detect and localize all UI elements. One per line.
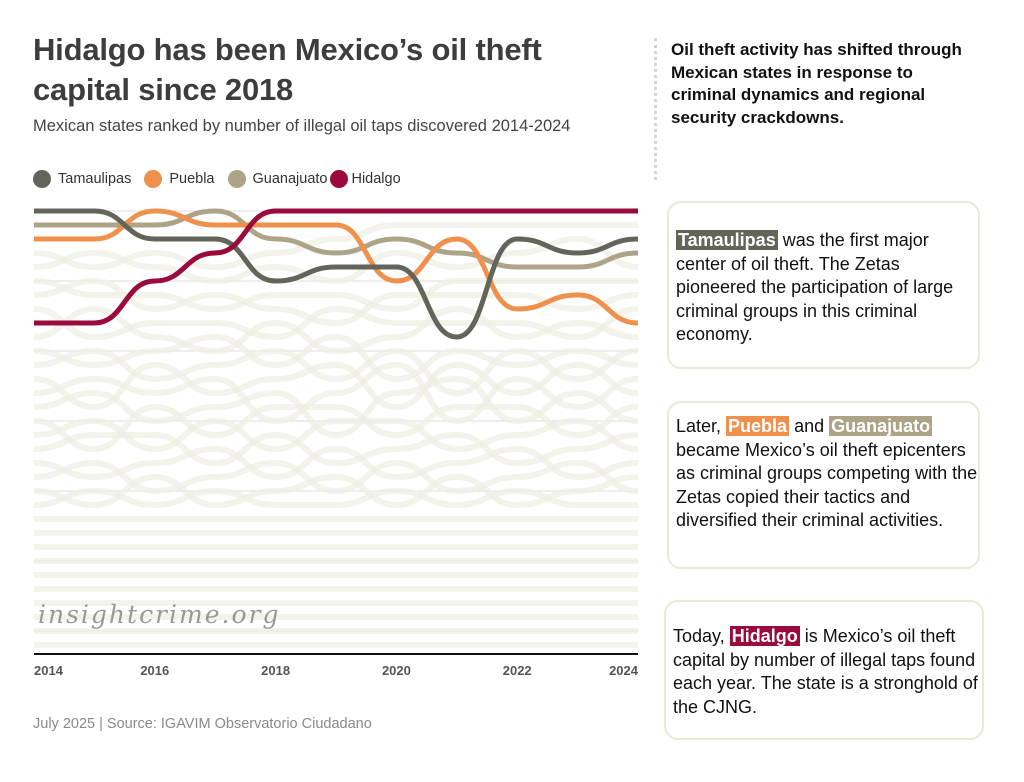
background-state-line [33, 333, 639, 383]
background-state-line [33, 361, 639, 425]
series-line-guanajuato [33, 208, 639, 270]
background-state-line [33, 487, 638, 509]
x-tick-label: 2016 [140, 663, 169, 678]
card-text: Later, [676, 416, 727, 436]
state-highlight: Guanajuato [829, 416, 933, 436]
background-state-line [33, 445, 639, 481]
sidebar-lede: Oil theft activity has shifted through M… [671, 40, 962, 127]
background-state-line [33, 431, 639, 467]
source-footer: July 2025 | Source: IGAVIM Observatorio … [33, 716, 372, 732]
legend-label: Tamaulipas [58, 171, 132, 187]
legend-swatch-icon [144, 170, 163, 188]
watermark: insightcrime.org [38, 600, 281, 629]
background-state-line [33, 403, 639, 453]
background-series [33, 222, 639, 648]
legend-swatch-icon [227, 170, 246, 188]
annotation-card-hidalgo: Today, Hidalgo is Mexico’s oil theft cap… [664, 600, 984, 740]
legend-label: Guanajuato [252, 171, 328, 187]
annotation-card-tamaulipas: Tamaulipas was the first major center of… [667, 201, 980, 369]
annotation-card-puebla-guanajuato: Later, Puebla and Guanajuato became Mexi… [667, 401, 980, 569]
card-text: was the first major center of oil theft.… [676, 230, 954, 344]
state-highlight: Tamaulipas [676, 230, 778, 250]
background-state-line [33, 473, 639, 509]
background-state-line [33, 278, 638, 313]
series-line-puebla [34, 208, 639, 326]
background-state-line [33, 417, 639, 453]
series-line-tamaulipas [33, 208, 639, 340]
card-text: Today, [673, 626, 730, 646]
background-state-line [33, 305, 639, 355]
bump-chart: 2014 2016 2018 2020 2022 2024 [33, 208, 639, 678]
highlighted-series [33, 208, 639, 340]
legend-swatch-icon [33, 170, 51, 188]
legend-swatch-icon [330, 170, 349, 188]
background-state-line [33, 222, 638, 271]
card-text: is Mexico’s oil theft capital by number … [673, 626, 978, 717]
legend-item-puebla: Puebla [144, 170, 215, 188]
series-line-hidalgo [34, 208, 638, 326]
background-state-line [33, 235, 639, 285]
chart-title: Hidalgo has been Mexico’s oil theft capi… [33, 32, 542, 107]
dotted-divider [654, 38, 657, 180]
x-tick-label: 2014 [34, 663, 64, 678]
x-tick-label: 2020 [382, 663, 411, 678]
background-state-line [33, 347, 639, 397]
card-text: and [789, 416, 830, 436]
background-state-line [33, 277, 639, 327]
state-highlight: Hidalgo [729, 626, 800, 646]
chart-subtitle: Mexican states ranked by number of illeg… [33, 117, 571, 135]
x-axis: 2014 2016 2018 2020 2022 2024 [34, 653, 639, 678]
legend-item-guanajuato: Guanajuato [227, 170, 328, 188]
legend-item-hidalgo: Hidalgo [330, 170, 401, 188]
x-tick-label: 2018 [261, 663, 290, 678]
legend-label: Puebla [169, 171, 215, 187]
legend-item-tamaulipas: Tamaulipas [33, 170, 131, 188]
x-tick-label: 2022 [503, 663, 532, 678]
legend-label: Hidalgo [351, 171, 401, 187]
legend: Tamaulipas Puebla Guanajuato Hidalgo [33, 170, 401, 188]
card-text: became Mexico’s oil theft epicenters as … [676, 439, 978, 531]
state-highlight: Puebla [726, 416, 790, 436]
x-tick-label: 2024 [609, 663, 639, 678]
